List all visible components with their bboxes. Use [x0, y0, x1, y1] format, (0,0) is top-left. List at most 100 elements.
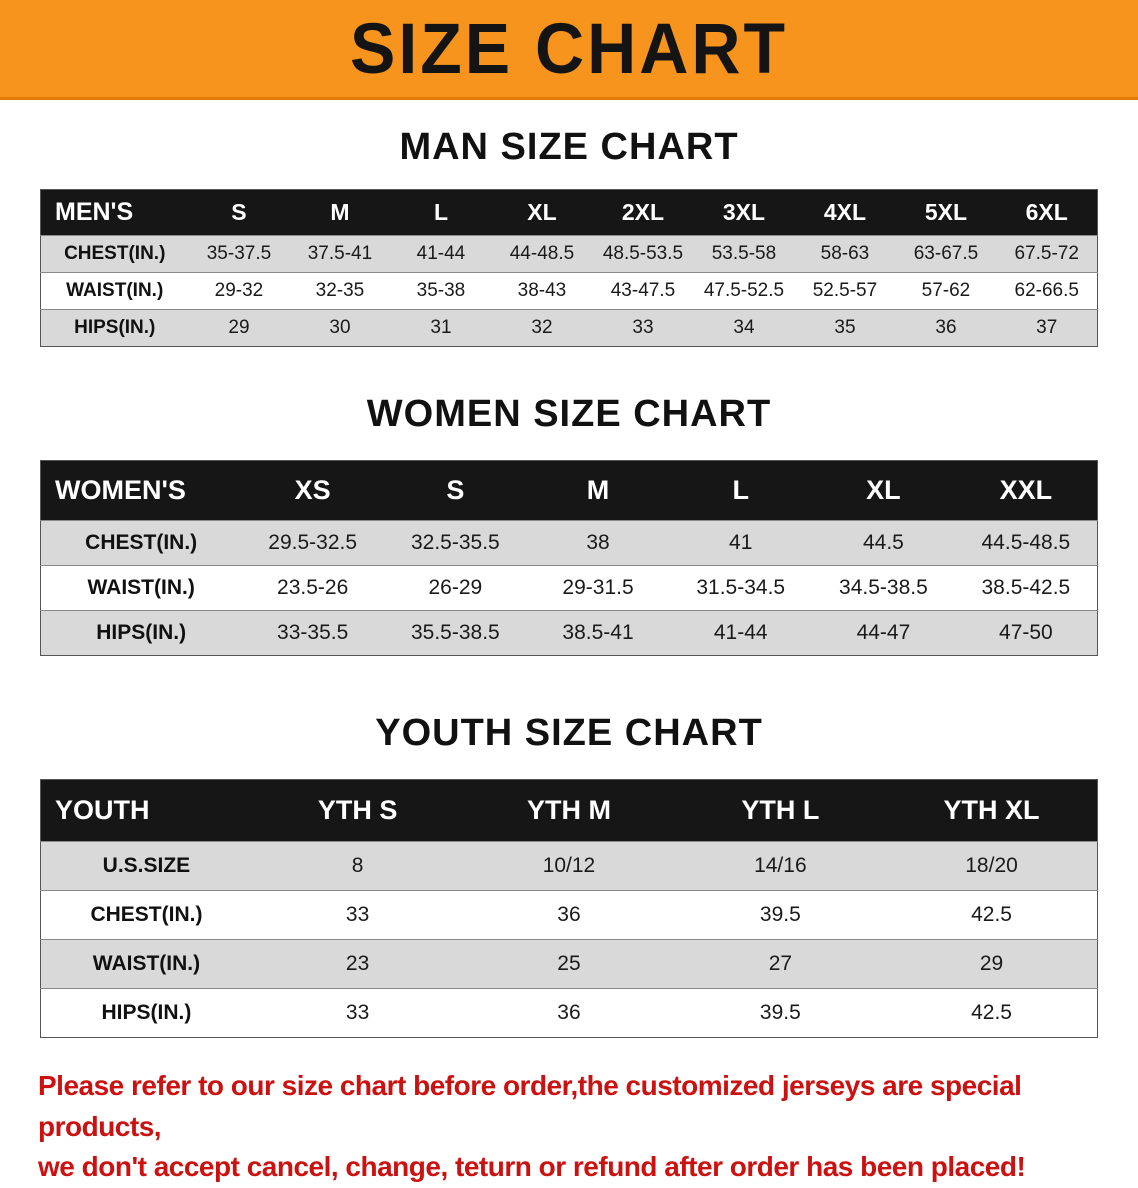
order-policy-line-2: we don't accept cancel, change, teturn o…	[38, 1151, 1026, 1183]
size-value-cell: 48.5-53.5	[602, 243, 684, 264]
size-value-cell: 29	[228, 317, 250, 338]
size-value-cell: 10/12	[542, 854, 596, 877]
women-chart-heading: WOMEN SIZE CHART	[366, 393, 772, 435]
size-value-cell: 52.5-57	[812, 280, 878, 301]
size-value-cell: 38-43	[517, 280, 567, 301]
size-value-cell: 35-38	[416, 280, 466, 301]
size-value-cell: 25	[557, 952, 581, 975]
banner: SIZE CHART	[0, 0, 1138, 100]
size-column-header: L	[669, 460, 813, 521]
measurement-row: CHEST(IN.) 33 36 39.5 42.5	[40, 890, 1098, 940]
measurement-row: U.S.SIZE 8 10/12 14/16 18/20	[40, 841, 1098, 891]
size-value-cell: 32-35	[315, 280, 365, 301]
size-column-header: XS	[241, 460, 385, 521]
size-value-cell: 44.5	[862, 531, 904, 554]
size-column-header: S	[188, 189, 290, 236]
size-column-header: XL	[812, 460, 955, 521]
size-value-cell: 33	[632, 317, 654, 338]
size-value-cell: 33	[345, 1001, 370, 1024]
size-column-header: S	[384, 460, 527, 521]
youth-size-section: YOUTH SIZE CHART YOUTH YTH S YTH M YTH L YTH…	[0, 712, 1138, 1038]
size-value-cell: 41-44	[713, 621, 768, 644]
size-column-header: XL	[491, 189, 593, 236]
size-value-cell: 58-63	[820, 243, 870, 264]
size-value-cell: 36	[557, 903, 581, 926]
measurement-row: CHEST(IN.) 29.5-32.5 32.5-35.5 38 41 44.5 44.5…	[40, 520, 1098, 566]
size-value-cell: 23.5-26	[277, 576, 349, 599]
size-value-cell: 30	[329, 317, 351, 338]
size-value-cell: 27	[768, 952, 793, 975]
size-value-cell: 34.5-38.5	[839, 576, 928, 599]
size-value-cell: 43-47.5	[610, 280, 676, 301]
size-value-cell: 29	[979, 952, 1004, 975]
row-label-cell: WAIST(IN.)	[92, 952, 201, 975]
row-label-cell: WAIST(IN.)	[66, 280, 164, 301]
size-value-cell: 23	[345, 952, 370, 975]
size-column-header: XXL	[954, 460, 1098, 521]
table-title-cell: MEN'S	[40, 189, 189, 236]
size-value-cell: 33	[345, 903, 370, 926]
size-value-cell: 31.5-34.5	[696, 576, 786, 599]
size-value-cell: 33-35.5	[277, 621, 349, 644]
youth-size-table: YOUTH YTH S YTH M YTH L YTH XL U.S.SIZE 8 10/12…	[40, 779, 1098, 1038]
size-value-cell: 8	[351, 854, 364, 877]
size-value-cell: 35-37.5	[206, 243, 272, 264]
size-value-cell: 36	[557, 1001, 581, 1024]
size-column-header: 6XL	[996, 189, 1098, 236]
women-size-table: WOMEN'S XS S M L XL XXL CHEST(IN.) 29.5-32.5 32.5…	[40, 460, 1098, 656]
size-value-cell: 37	[1036, 317, 1058, 338]
size-value-cell: 35	[834, 317, 856, 338]
row-label-cell: CHEST(IN.)	[85, 531, 198, 554]
size-value-cell: 36	[935, 317, 957, 338]
size-value-cell: 42.5	[971, 903, 1012, 926]
size-value-cell: 31	[430, 317, 452, 338]
page-title: SIZE CHART	[350, 8, 788, 89]
size-column-header: M	[526, 460, 670, 521]
size-value-cell: 44-48.5	[509, 243, 575, 264]
measurement-row: HIPS(IN.) 29 30 31 32 33 34 35 36 37	[40, 309, 1098, 347]
order-policy-line-1: Please refer to our size chart before or…	[38, 1070, 1022, 1142]
size-value-cell: 37.5-41	[307, 243, 373, 264]
table-header-row: MEN'S S M L XL 2XL 3XL 4XL 5XL 6XL	[40, 189, 1098, 236]
youth-chart-heading: YOUTH SIZE CHART	[375, 712, 763, 754]
size-value-cell: 29-31.5	[562, 576, 634, 599]
measurement-row: WAIST(IN.) 23 25 27 29	[40, 939, 1098, 989]
size-value-cell: 38	[586, 531, 610, 554]
size-value-cell: 44-47	[856, 621, 911, 644]
size-value-cell: 32.5-35.5	[410, 531, 500, 554]
size-column-header: YTH S	[251, 779, 464, 842]
order-policy-notice: Please refer to our size chart before or…	[38, 1066, 1100, 1188]
measurement-row: WAIST(IN.) 29-32 32-35 35-38 38-43 43-47.5 47.…	[40, 272, 1098, 310]
size-column-header: YTH L	[674, 779, 887, 842]
women-size-section: WOMEN SIZE CHART WOMEN'S XS S M L XL XXL CHEST(…	[0, 393, 1138, 656]
men-size-table: MEN'S S M L XL 2XL 3XL 4XL 5XL 6XL CHEST(IN.) 35-37…	[40, 189, 1098, 347]
size-value-cell: 35.5-38.5	[410, 621, 500, 644]
row-label-cell: HIPS(IN.)	[96, 621, 187, 644]
table-header-row: WOMEN'S XS S M L XL XXL	[40, 460, 1098, 521]
size-value-cell: 39.5	[759, 1001, 801, 1024]
size-value-cell: 47.5-52.5	[703, 280, 785, 301]
size-value-cell: 62-66.5	[1014, 280, 1079, 301]
size-column-header: 5XL	[895, 189, 997, 236]
measurement-row: HIPS(IN.) 33 36 39.5 42.5	[40, 988, 1098, 1038]
size-column-header: 3XL	[693, 189, 795, 236]
row-label-cell: HIPS(IN.)	[74, 317, 156, 338]
measurement-row: WAIST(IN.) 23.5-26 26-29 29-31.5 31.5-34.5 34…	[40, 565, 1098, 611]
size-value-cell: 29-32	[214, 280, 264, 301]
size-value-cell: 29.5-32.5	[268, 531, 358, 554]
row-label-cell: HIPS(IN.)	[101, 1001, 192, 1024]
size-value-cell: 41-44	[416, 243, 466, 264]
size-value-cell: 14/16	[754, 854, 807, 877]
men-chart-heading: MAN SIZE CHART	[399, 126, 739, 168]
size-value-cell: 47-50	[999, 621, 1053, 644]
size-value-cell: 32	[531, 317, 553, 338]
table-title-cell: WOMEN'S	[40, 460, 242, 521]
row-label-cell: CHEST(IN.)	[90, 903, 203, 926]
size-value-cell: 26-29	[428, 576, 483, 599]
size-value-cell: 41	[729, 531, 753, 554]
size-value-cell: 38.5-42.5	[981, 576, 1071, 599]
measurement-row: CHEST(IN.) 35-37.5 37.5-41 41-44 44-48.5 48.5…	[40, 235, 1098, 273]
size-column-header: 4XL	[794, 189, 896, 236]
size-column-header: YTH M	[463, 779, 675, 842]
size-value-cell: 38.5-41	[562, 621, 634, 644]
